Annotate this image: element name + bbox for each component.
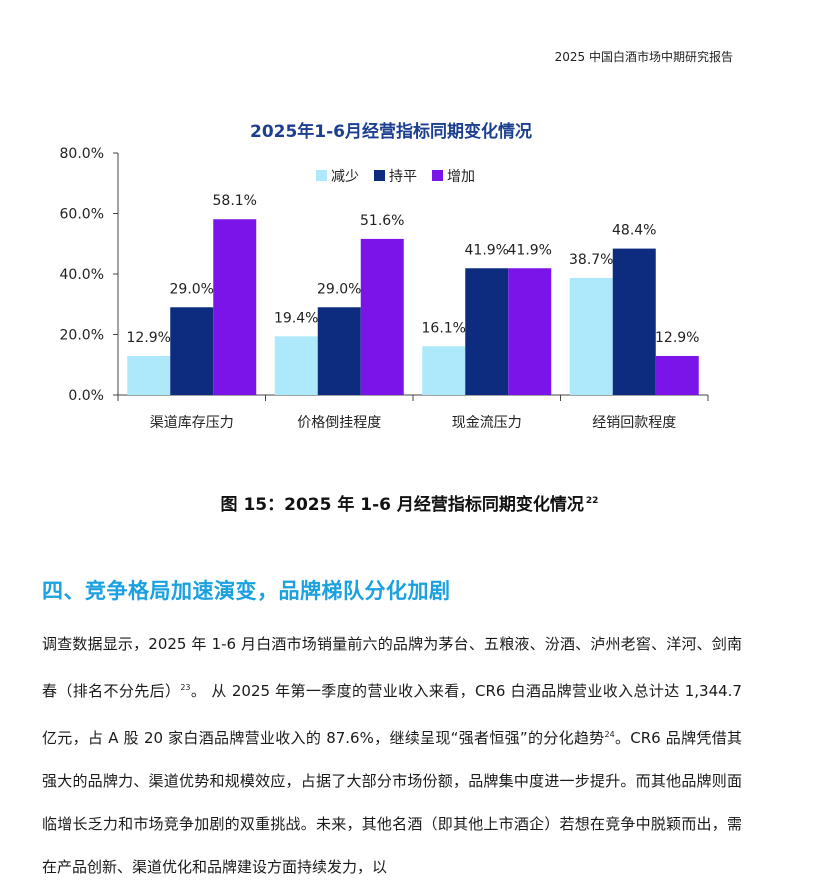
legend-swatch bbox=[432, 170, 443, 181]
report-header: 2025 中国白酒市场中期研究报告 bbox=[554, 50, 733, 64]
para-part-3: 。CR6 品牌凭借其强大的品牌力、渠道优势和规模效应，占据了大部分市场份额，品牌… bbox=[42, 729, 742, 876]
para-part-2: 。 从 2025 年第一季度的营业收入来看，CR6 白酒品牌营业收入总计达 1,… bbox=[42, 682, 742, 747]
bar-减少 bbox=[422, 346, 466, 395]
data-label: 58.1% bbox=[213, 193, 257, 209]
bar-增加 bbox=[213, 219, 257, 395]
legend-swatch bbox=[316, 170, 327, 181]
y-tick-label: 80.0% bbox=[60, 146, 104, 162]
footnote-ref-24: 24 bbox=[604, 730, 615, 739]
legend-label: 持平 bbox=[389, 169, 417, 185]
figure-caption: 图 15：2025 年 1-6 月经营指标同期变化情况 22 bbox=[0, 490, 819, 515]
x-category-label: 经销回款程度 bbox=[592, 415, 676, 431]
data-label: 41.9% bbox=[508, 242, 552, 258]
data-label: 38.7% bbox=[569, 252, 613, 268]
y-tick-label: 40.0% bbox=[60, 267, 104, 283]
data-label: 41.9% bbox=[465, 242, 509, 258]
bar-chart: 2025年1-6月经营指标同期变化情况 0.0% 20.0% 40.0% 60.0% 80… bbox=[60, 121, 709, 431]
bar-减少 bbox=[127, 355, 171, 395]
legend-label: 减少 bbox=[331, 169, 359, 185]
section-title: 四、竞争格局加速演变，品牌梯队分化加剧 bbox=[42, 579, 451, 603]
data-label: 29.0% bbox=[317, 281, 361, 297]
data-label: 29.0% bbox=[170, 281, 214, 297]
data-label: 51.6% bbox=[360, 213, 404, 229]
y-tick-label: 0.0% bbox=[68, 388, 104, 404]
legend-swatch bbox=[374, 170, 385, 181]
caption-ref: 22 bbox=[585, 496, 599, 507]
y-tick-label: 60.0% bbox=[60, 207, 104, 223]
data-label: 19.4% bbox=[274, 310, 318, 326]
x-category-label: 现金流压力 bbox=[452, 415, 522, 431]
y-tick-label: 20.0% bbox=[60, 328, 104, 344]
bar-持平 bbox=[170, 307, 214, 395]
chart-title: 2025年1-6月经营指标同期变化情况 bbox=[250, 121, 532, 142]
x-category-label: 价格倒挂程度 bbox=[297, 415, 381, 431]
data-label: 16.1% bbox=[422, 320, 466, 336]
caption-text: 图 15：2025 年 1-6 月经营指标同期变化情况 bbox=[220, 495, 584, 515]
body-paragraph: 调查数据显示，2025 年 1-6 月白酒市场销量前六的品牌为茅台、五粮液、汾酒… bbox=[42, 623, 742, 889]
bar-持平 bbox=[612, 248, 656, 395]
legend-label: 增加 bbox=[447, 169, 475, 185]
bar-持平 bbox=[317, 307, 361, 395]
data-label: 12.9% bbox=[127, 330, 171, 346]
data-label: 48.4% bbox=[612, 223, 656, 239]
bar-增加 bbox=[508, 268, 552, 395]
bar-减少 bbox=[569, 277, 613, 395]
bar-增加 bbox=[360, 238, 404, 395]
x-category-label: 渠道库存压力 bbox=[150, 415, 234, 431]
para-part-1: 调查数据显示，2025 年 1-6 月白酒市场销量前六的品牌为茅台、五粮液、汾酒… bbox=[42, 635, 742, 700]
data-label: 12.9% bbox=[655, 330, 699, 346]
bar-减少 bbox=[274, 336, 318, 395]
bar-持平 bbox=[465, 268, 509, 395]
footnote-ref-23: 23 bbox=[180, 683, 191, 692]
bar-增加 bbox=[655, 355, 699, 395]
